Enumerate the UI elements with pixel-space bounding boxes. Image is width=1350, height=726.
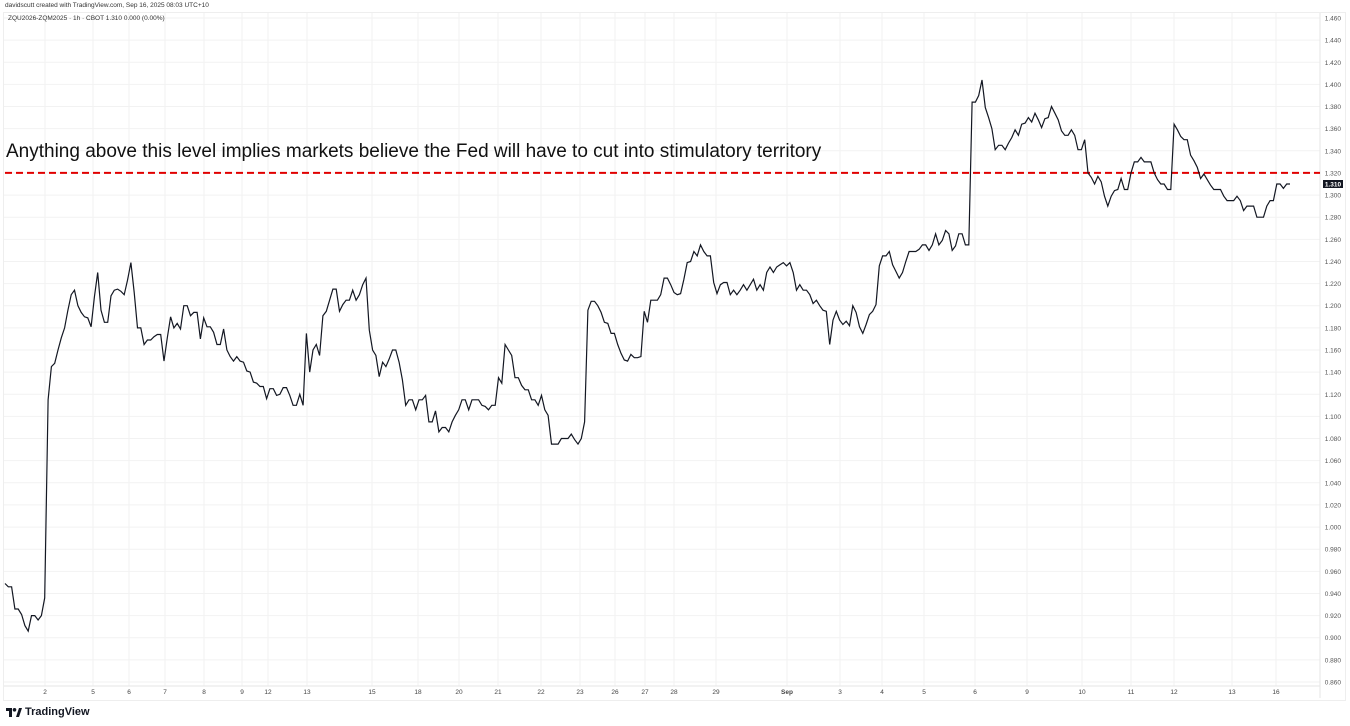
y-tick-label: 0.960 bbox=[1325, 569, 1342, 576]
y-tick-label: 1.020 bbox=[1325, 502, 1342, 509]
y-tick-label: 0.880 bbox=[1325, 657, 1342, 664]
y-tick-label: 1.360 bbox=[1325, 126, 1342, 133]
y-tick-label: 1.140 bbox=[1325, 370, 1342, 377]
last-price-label: 1.310 bbox=[1323, 180, 1343, 188]
x-tick-label: 13 bbox=[1228, 689, 1236, 696]
x-tick-label: 9 bbox=[240, 689, 244, 696]
x-tick-label: 22 bbox=[537, 689, 545, 696]
chart-frame bbox=[3, 12, 1346, 701]
x-tick-label: 29 bbox=[712, 689, 720, 696]
y-tick-label: 1.000 bbox=[1325, 525, 1342, 532]
y-tick-label: 0.980 bbox=[1325, 547, 1342, 554]
chart-credit: davidscutt created with TradingView.com,… bbox=[5, 2, 209, 9]
x-tick-label: 9 bbox=[1025, 689, 1029, 696]
y-tick-label: 1.400 bbox=[1325, 82, 1342, 89]
x-tick-label: 4 bbox=[880, 689, 884, 696]
y-tick-label: 1.160 bbox=[1325, 348, 1342, 355]
x-tick-label: 18 bbox=[414, 689, 422, 696]
x-tick-label: 11 bbox=[1128, 689, 1135, 696]
x-tick-label: 27 bbox=[641, 689, 649, 696]
y-tick-label: 1.320 bbox=[1325, 170, 1342, 177]
x-tick-label: 10 bbox=[1078, 689, 1086, 696]
tradingview-logo-text: TradingView bbox=[25, 706, 90, 718]
tradingview-logo[interactable]: TradingView bbox=[6, 706, 90, 718]
y-tick-label: 0.900 bbox=[1325, 635, 1342, 642]
x-axis: 2 5 6 7 8 9 12 13 15 18 20 21 22 23 26 27 28 29 Sep 3 4 5 6 9 10… bbox=[43, 689, 1280, 696]
x-tick-label: 26 bbox=[611, 689, 619, 696]
annotation-text: Anything above this level implies market… bbox=[6, 141, 822, 162]
price-line bbox=[4, 79, 1290, 633]
y-tick-label: 1.180 bbox=[1325, 325, 1342, 332]
tradingview-logo-icon bbox=[6, 707, 22, 717]
x-tick-label: 3 bbox=[838, 689, 842, 696]
y-tick-label: 1.200 bbox=[1325, 303, 1342, 310]
y-tick-label: 0.940 bbox=[1325, 591, 1342, 598]
x-tick-label: 20 bbox=[455, 689, 463, 696]
grid bbox=[4, 13, 1321, 698]
x-tick-label: Sep bbox=[781, 689, 793, 696]
y-tick-label: 1.260 bbox=[1325, 237, 1342, 244]
x-tick-label: 2 bbox=[43, 689, 47, 696]
x-tick-label: 7 bbox=[163, 689, 167, 696]
x-tick-label: 5 bbox=[922, 689, 926, 696]
y-tick-label: 1.080 bbox=[1325, 436, 1342, 443]
y-tick-label: 1.280 bbox=[1325, 215, 1342, 222]
y-tick-label: 1.220 bbox=[1325, 281, 1342, 288]
y-tick-label: 1.060 bbox=[1325, 458, 1342, 465]
y-tick-label: 1.440 bbox=[1325, 38, 1342, 45]
y-tick-label: 0.920 bbox=[1325, 613, 1342, 620]
x-tick-label: 5 bbox=[91, 689, 95, 696]
x-tick-label: 21 bbox=[494, 689, 502, 696]
y-tick-label: 1.040 bbox=[1325, 480, 1342, 487]
y-tick-label: 1.420 bbox=[1325, 60, 1342, 67]
x-tick-label: 6 bbox=[973, 689, 977, 696]
y-tick-label: 1.100 bbox=[1325, 414, 1342, 421]
x-tick-label: 23 bbox=[576, 689, 584, 696]
x-tick-label: 16 bbox=[1272, 689, 1280, 696]
last-price-label-text: 1.310 bbox=[1325, 181, 1342, 188]
x-tick-label: 28 bbox=[670, 689, 678, 696]
x-tick-label: 12 bbox=[264, 689, 272, 696]
last-price-label-bg bbox=[1323, 180, 1343, 188]
y-tick-label: 1.300 bbox=[1325, 193, 1342, 200]
y-tick-label: 1.240 bbox=[1325, 259, 1342, 266]
x-tick-label: 8 bbox=[202, 689, 206, 696]
x-tick-label: 6 bbox=[127, 689, 131, 696]
y-tick-label: 1.380 bbox=[1325, 104, 1342, 111]
y-axis: 1.460 1.440 1.420 1.400 1.380 1.360 1.340 1.320… bbox=[1325, 16, 1342, 687]
y-tick-label: 1.340 bbox=[1325, 148, 1342, 155]
x-tick-label: 12 bbox=[1170, 689, 1178, 696]
y-tick-label: 1.460 bbox=[1325, 16, 1342, 23]
x-tick-label: 15 bbox=[368, 689, 376, 696]
x-tick-label: 13 bbox=[303, 689, 311, 696]
y-tick-label: 1.120 bbox=[1325, 392, 1342, 399]
symbol-legend: ZQU2026-ZQM2025 · 1h · CBOT 1.310 0.000 … bbox=[8, 15, 165, 22]
y-tick-label: 0.860 bbox=[1325, 680, 1342, 687]
